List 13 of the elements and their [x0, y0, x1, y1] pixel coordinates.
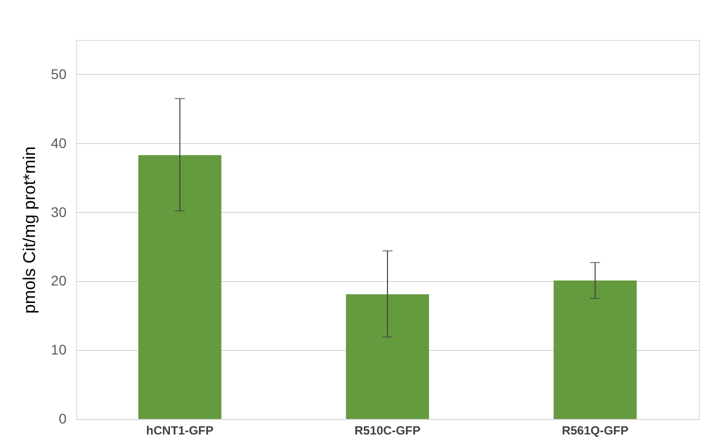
y-tick-label: 30 [50, 204, 67, 220]
x-tick-label: R561Q-GFP [562, 424, 629, 438]
y-tick-label: 50 [50, 66, 67, 82]
bar [346, 294, 430, 419]
x-tick-label: R510C-GFP [354, 424, 421, 438]
bar [138, 155, 222, 419]
y-tick-label: 40 [50, 134, 67, 151]
x-tick-label: hCNT1-GFP [146, 424, 214, 438]
y-axis-title: pmols Cit/mg prot*min [20, 146, 39, 314]
y-tick-label: 20 [50, 272, 67, 289]
bar [554, 280, 637, 419]
y-tick-label: 0 [58, 410, 67, 426]
y-tick-label: 10 [50, 342, 67, 358]
